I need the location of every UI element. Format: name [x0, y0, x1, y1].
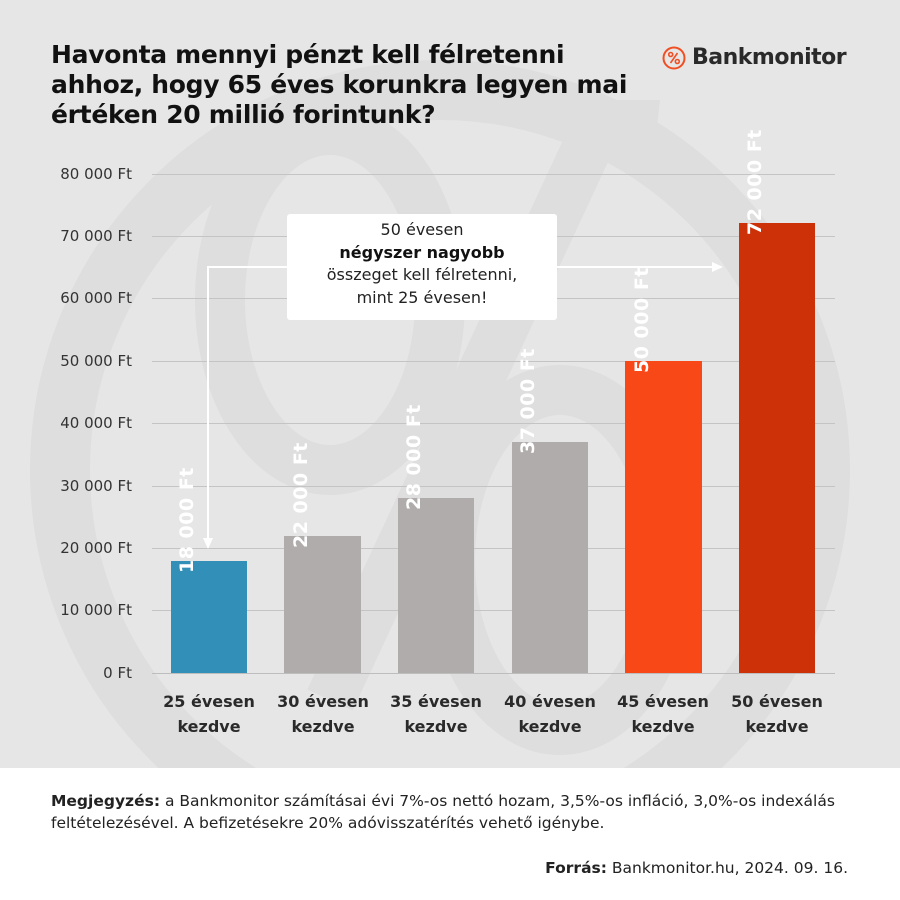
bar-chart: 0 Ft 10 000 Ft 20 000 Ft 30 000 Ft 40 00… [60, 129, 835, 736]
annotation-arrow-left-vertical [207, 266, 209, 540]
brand-name: Bankmonitor [692, 45, 847, 70]
gridline [152, 361, 835, 362]
y-tick-label: 50 000 Ft [60, 352, 132, 370]
gridline [152, 486, 835, 487]
footer-panel [0, 768, 900, 900]
bar-25: 18 000 Ft [171, 467, 247, 673]
bar-value-label: 50 000 Ft [630, 267, 653, 373]
arrow-right-icon [712, 262, 723, 272]
gridline [152, 548, 835, 549]
bar-30: 22 000 Ft [284, 442, 361, 673]
chart-title: Havonta mennyi pénzt kell félretenni ahh… [51, 40, 628, 129]
gridline [152, 174, 835, 175]
bar-45: 50 000 Ft [625, 267, 702, 673]
gridline [152, 673, 835, 674]
y-tick-label: 40 000 Ft [60, 414, 132, 432]
x-category-label: 25 évesen kezdve [163, 692, 255, 736]
bar-value-label: 18 000 Ft [176, 467, 198, 573]
x-category-label: 35 évesen kezdve [390, 692, 482, 736]
x-category-label: 50 évesen kezdve [731, 692, 823, 736]
brand-logo: Bankmonitor [662, 45, 847, 70]
bar-value-label: 37 000 Ft [517, 348, 539, 454]
x-category-label: 45 évesen kezdve [617, 692, 709, 736]
y-tick-label: 20 000 Ft [60, 539, 132, 557]
y-tick-label: 10 000 Ft [60, 601, 132, 619]
annotation-callout: 50 évesen négyszer nagyobb összeget kell… [287, 214, 557, 320]
annotation-arrow-right-horizontal [557, 266, 715, 268]
y-tick-label: 60 000 Ft [60, 289, 132, 307]
bar-40: 37 000 Ft [512, 348, 588, 673]
y-tick-label: 80 000 Ft [60, 165, 132, 183]
bar-value-label: 22 000 Ft [289, 442, 312, 548]
gridline [152, 423, 835, 424]
x-category-label: 40 évesen kezdve [504, 692, 596, 736]
annotation-arrow-left-horizontal [207, 266, 287, 268]
gridline [152, 610, 835, 611]
y-tick-label: 0 Ft [103, 664, 132, 682]
bar-value-label: 72 000 Ft [744, 129, 766, 235]
source-line: Forrás: Bankmonitor.hu, 2024. 09. 16. [545, 859, 848, 877]
footnote: Megjegyzés: a Bankmonitor számításai évi… [51, 792, 835, 832]
percent-circle-icon [662, 46, 686, 69]
x-category-label: 30 évesen kezdve [277, 692, 369, 736]
bar-50: 72 000 Ft [739, 129, 815, 673]
bar-35: 28 000 Ft [398, 404, 474, 673]
bar-value-label: 28 000 Ft [403, 404, 425, 510]
arrow-down-icon [203, 538, 213, 549]
y-tick-label: 30 000 Ft [60, 477, 132, 495]
y-tick-label: 70 000 Ft [60, 227, 132, 245]
